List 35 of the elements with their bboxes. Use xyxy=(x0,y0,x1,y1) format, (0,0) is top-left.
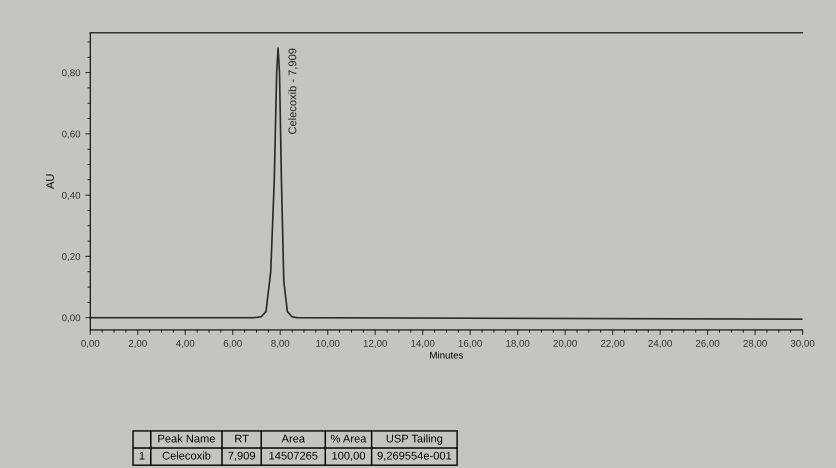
text: RT xyxy=(235,434,249,442)
x-tick-label: 12,00 xyxy=(364,340,387,348)
text: Peak Name xyxy=(158,434,215,443)
x-tick-label: 18,00 xyxy=(506,340,530,348)
y-tick-label: 0,60 xyxy=(62,130,80,139)
text: USP Tailing xyxy=(386,434,442,445)
text: % Area xyxy=(330,434,366,443)
x-tick-label: 26,00 xyxy=(696,340,720,348)
x-tick-label: 22,00 xyxy=(600,340,624,348)
x-axis-title: Minutes xyxy=(430,352,464,359)
y-tick-label: 0,20 xyxy=(62,253,80,262)
y-axis-title: AU xyxy=(46,174,54,190)
x-tick-label: 10,00 xyxy=(316,340,340,348)
y-tick-label: 0,40 xyxy=(62,192,80,200)
text: 14507265 xyxy=(269,452,318,460)
x-tick-label: 30,00 xyxy=(790,340,814,348)
text: 9,269554e-001 xyxy=(378,452,452,461)
y-tick-label: 0,00 xyxy=(62,314,80,322)
x-tick-label: 4,00 xyxy=(176,340,194,348)
x-tick-label: 8,00 xyxy=(271,340,290,348)
x-tick-label: 6,00 xyxy=(224,340,242,348)
x-tick-label: 14,00 xyxy=(411,340,434,348)
x-tick-label: 20,00 xyxy=(553,340,577,348)
text: Celecoxib xyxy=(162,451,210,460)
text: Area xyxy=(282,434,306,443)
x-tick-label: 24,00 xyxy=(648,340,672,348)
text: 100,00 xyxy=(332,452,366,461)
y-tick-label: 0,80 xyxy=(62,69,80,78)
annotation: Celecoxib - 7,909 xyxy=(288,48,298,134)
x-tick-label: 16,00 xyxy=(458,340,482,348)
text: 7,909 xyxy=(228,452,256,461)
text: 1 xyxy=(140,452,144,460)
x-tick-label: 28,00 xyxy=(743,340,767,348)
x-tick-label: 0,00 xyxy=(81,340,100,348)
x-tick-label: 2,00 xyxy=(128,340,147,348)
